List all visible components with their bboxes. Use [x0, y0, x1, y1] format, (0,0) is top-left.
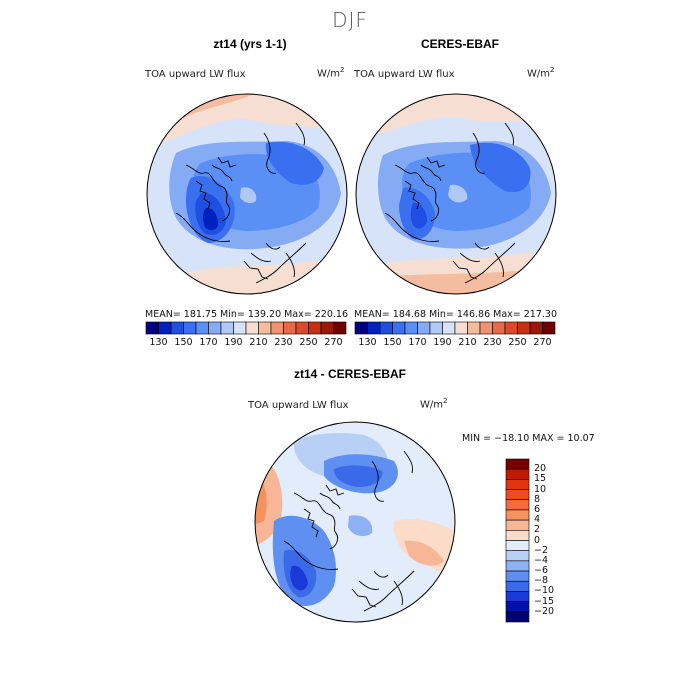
colorbar-swatch [417, 321, 431, 335]
diff-colorbar-swatch [505, 580, 530, 592]
main-title: DJF [332, 8, 368, 32]
diff-colorbar-tick-label: 6 [534, 503, 541, 515]
diff-colorbar-tick-label: −6 [534, 565, 549, 577]
panel-right-units: W/m2 [527, 66, 555, 80]
diff-colorbar-swatch [505, 519, 530, 531]
diff-units: W/m2 [420, 397, 448, 411]
colorbar-swatch [233, 321, 247, 335]
colorbar-swatch [195, 321, 209, 335]
colorbar-swatch [442, 321, 456, 335]
diff-colorbar-tick-label: 4 [534, 514, 541, 526]
colorbar-right [354, 321, 556, 335]
colorbar-swatch [283, 321, 297, 335]
colorbar-swatch [504, 321, 518, 335]
colorbar-swatch [529, 321, 543, 335]
colorbar-swatch [404, 321, 418, 335]
diff-colorbar-tick-label: 20 [534, 463, 547, 475]
colorbar-swatch [170, 321, 184, 335]
colorbar-swatch [479, 321, 493, 335]
colorbar-swatch [158, 321, 172, 335]
colorbar-swatch [392, 321, 406, 335]
colorbar-swatch [429, 321, 443, 335]
colorbar-tick-label: 210 [249, 337, 268, 348]
diff-colorbar-tick-label: −20 [534, 605, 555, 617]
panel-left-units: W/m2 [317, 66, 345, 80]
colorbar-swatch [517, 321, 531, 335]
polar-map-model [146, 93, 348, 295]
diff-colorbar-swatch [505, 509, 530, 521]
colorbar-left [145, 321, 347, 335]
diff-title: zt14 - CERES-EBAF [293, 367, 406, 381]
colorbar-tick-label: 150 [174, 337, 193, 348]
colorbar-swatch [295, 321, 309, 335]
colorbar-tick-label: 150 [383, 337, 402, 348]
colorbar-swatch [467, 321, 481, 335]
colorbar-swatch [354, 321, 368, 335]
colorbar-swatch [379, 321, 393, 335]
colorbar-tick-label: 170 [408, 337, 427, 348]
colorbar-tick-label: 210 [458, 337, 477, 348]
colorbar-swatch [308, 321, 322, 335]
colorbar-swatch [145, 321, 159, 335]
colorbar-swatch [258, 321, 272, 335]
colorbar-swatch [542, 321, 556, 335]
diff-colorbar-swatch [505, 540, 530, 551]
colorbar-tick-label: 250 [508, 337, 527, 348]
diff-minmax: MIN = −18.10 MAX = 10.07 [462, 433, 595, 444]
diff-colorbar-tick-label: 2 [534, 524, 541, 536]
diff-colorbar-tick-label: −15 [534, 595, 555, 607]
diff-colorbar-tick-label: 15 [534, 473, 547, 485]
colorbar-tick-label: 250 [299, 337, 318, 348]
diff-colorbar-swatch [505, 570, 530, 582]
diff-colorbar-swatch [505, 468, 530, 480]
colorbar-tick-label: 230 [274, 337, 293, 348]
panel-left-stats: MEAN= 181.75 Min= 139.20 Max= 220.16 [145, 309, 349, 320]
diff-colorbar-swatch [505, 530, 530, 541]
colorbar-tick-label: 270 [324, 337, 343, 348]
colorbar-swatch [220, 321, 234, 335]
colorbar-tick-label: 130 [149, 337, 168, 348]
panel-right-stats: MEAN= 184.68 Min= 146.86 Max= 217.30 [354, 309, 558, 320]
panel-left-title: zt14 (yrs 1-1) [213, 37, 287, 51]
panel-left-variable-label: TOA upward LW flux [145, 69, 246, 80]
colorbar-swatch [320, 321, 334, 335]
polar-map-observations [355, 93, 557, 295]
diff-colorbar-tick-label: 10 [534, 483, 547, 495]
colorbar-swatch [270, 321, 284, 335]
colorbar-difference [505, 458, 530, 623]
colorbar-tick-label: 170 [199, 337, 218, 348]
polar-map-difference [254, 421, 456, 623]
diff-colorbar-swatch [505, 458, 530, 470]
diff-colorbar-swatch [505, 489, 530, 501]
diff-colorbar-tick-label: −10 [534, 585, 555, 597]
colorbar-swatch [333, 321, 347, 335]
diff-colorbar-tick-label: 0 [534, 534, 541, 546]
colorbar-swatch [245, 321, 259, 335]
colorbar-tick-label: 190 [433, 337, 452, 348]
panel-right-title: CERES-EBAF [420, 37, 499, 51]
diff-colorbar-swatch [505, 479, 530, 490]
diff-colorbar-tick-label: −2 [534, 544, 549, 556]
colorbar-swatch [454, 321, 468, 335]
colorbar-swatch [208, 321, 222, 335]
colorbar-swatch [183, 321, 197, 335]
panel-right-variable-label: TOA upward LW flux [354, 69, 455, 80]
colorbar-swatch [492, 321, 506, 335]
diff-colorbar-tick-label: −8 [534, 575, 549, 587]
diff-colorbar-tick-label: 8 [534, 493, 541, 505]
diff-colorbar-swatch [505, 601, 530, 613]
diff-colorbar-swatch [505, 611, 530, 623]
colorbar-tick-label: 230 [483, 337, 502, 348]
diff-colorbar-swatch [505, 591, 530, 602]
colorbar-tick-label: 130 [358, 337, 377, 348]
diff-variable-label: TOA upward LW flux [248, 400, 349, 411]
diff-colorbar-swatch [505, 550, 530, 562]
colorbar-tick-label: 190 [224, 337, 243, 348]
diff-colorbar-tick-label: −4 [534, 554, 549, 566]
colorbar-tick-label: 270 [533, 337, 552, 348]
diff-colorbar-swatch [505, 499, 530, 511]
diff-colorbar-swatch [505, 560, 530, 572]
colorbar-swatch [367, 321, 381, 335]
